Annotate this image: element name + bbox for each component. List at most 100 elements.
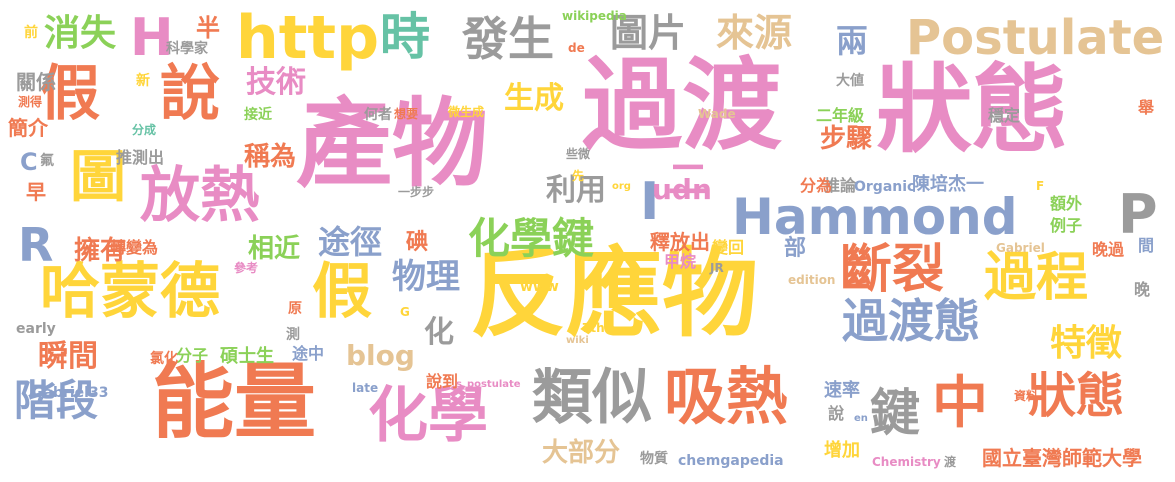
- word-71: 分子: [176, 346, 209, 365]
- word-34: R: [18, 218, 54, 272]
- word-76: 增加: [824, 440, 860, 461]
- word-48: udn: [652, 173, 712, 206]
- word-72: 氯化: [150, 351, 178, 367]
- word-119: Chemistry: [872, 455, 941, 469]
- word-42: 物理: [392, 257, 460, 297]
- word-63: 推論: [824, 176, 857, 195]
- word-0: 產物: [296, 88, 488, 200]
- word-26: 圖片: [610, 11, 687, 55]
- word-33: P: [1118, 183, 1158, 246]
- word-113: G: [400, 305, 410, 319]
- word-96: 分成: [132, 123, 157, 137]
- word-27: 來源: [716, 11, 793, 55]
- word-25: 發生: [462, 12, 554, 66]
- word-102: org: [612, 181, 631, 192]
- word-92: 大値: [836, 73, 864, 89]
- word-120: 渡: [944, 455, 957, 469]
- word-35: 技術: [246, 65, 306, 100]
- word-3: 反應物: [470, 238, 758, 350]
- word-69: 變回: [712, 238, 745, 257]
- word-79: s_postulate: [456, 379, 521, 390]
- word-68: 釋放出: [650, 230, 710, 254]
- word-100: 些微: [566, 147, 591, 161]
- word-98: 氟: [40, 153, 54, 169]
- word-66: 轉變為: [110, 238, 159, 257]
- word-65: Organic: [854, 179, 916, 195]
- word-90: 微生成: [448, 105, 485, 119]
- word-12: 假: [312, 257, 372, 327]
- word-67: 推測出: [116, 148, 165, 167]
- word-43: 瞬間: [38, 339, 98, 374]
- word-93: wikipedia: [562, 9, 627, 23]
- word-85: 前: [24, 25, 38, 41]
- word-49: blog: [346, 339, 415, 372]
- word-40: 擁有: [74, 236, 127, 266]
- word-23: 時: [380, 8, 430, 66]
- word-114: JR: [710, 261, 724, 275]
- word-5: Hammond: [732, 188, 1018, 246]
- word-84: 關係: [16, 70, 56, 94]
- word-51: 簡介: [8, 116, 48, 140]
- word-101: 先: [572, 169, 585, 183]
- word-52: 早: [26, 180, 46, 204]
- word-13: 化學: [368, 381, 488, 451]
- word-91: Wade: [698, 107, 736, 121]
- word-10: 化學鍵: [468, 214, 595, 263]
- word-97: 測得: [18, 95, 43, 109]
- word-80: Gabriel33: [32, 385, 109, 401]
- word-56: 部: [784, 236, 807, 261]
- word-81: late: [352, 381, 379, 395]
- word-112: 測: [286, 327, 300, 343]
- word-108: 間: [1138, 236, 1155, 255]
- word-2: 狀態: [876, 54, 1068, 166]
- word-11: 哈蒙德: [40, 257, 220, 327]
- word-116: 7th: [582, 321, 605, 335]
- word-29: 圖: [70, 145, 126, 210]
- word-104: 舉: [1138, 98, 1155, 117]
- word-39: 途徑: [318, 223, 383, 261]
- word-62: 碩士生: [220, 346, 274, 367]
- word-16: 過渡態: [842, 294, 980, 348]
- word-4: 能量: [152, 355, 317, 450]
- word-50: 大部分: [542, 438, 621, 468]
- word-53: C: [20, 148, 38, 176]
- word-82: early: [16, 321, 56, 337]
- word-121: 說: [828, 404, 845, 423]
- word-60: 額外: [1050, 194, 1083, 213]
- word-111: 原: [288, 301, 302, 317]
- word-64: 分為: [800, 176, 833, 195]
- word-20: 狀態: [1028, 368, 1125, 424]
- word-17: 斷裂: [840, 240, 945, 300]
- word-28: 兩: [831, 24, 869, 56]
- word-89: 想要: [394, 107, 419, 121]
- word-9: 放熱: [140, 161, 260, 231]
- word-54: 半: [196, 14, 220, 42]
- word-44: 化: [424, 315, 454, 350]
- word-78: 說到: [426, 372, 459, 391]
- word-37: I: [640, 172, 660, 232]
- word-45: 利用: [546, 173, 606, 208]
- word-83: www: [520, 279, 559, 295]
- word-1: 過渡: [582, 47, 782, 164]
- word-61: 例子: [1050, 216, 1083, 235]
- word-15: 吸熱: [664, 360, 789, 433]
- word-8: 說: [160, 59, 220, 129]
- word-103: 穩定: [988, 106, 1021, 125]
- word-118: 資料: [1014, 389, 1039, 403]
- word-14: 類似: [532, 363, 652, 433]
- word-105: F: [1036, 179, 1045, 193]
- word-110: 參考: [234, 261, 259, 275]
- word-115: edition: [788, 273, 836, 287]
- word-99: 一步步: [398, 185, 435, 199]
- word-122: en: [854, 413, 868, 424]
- word-55: 碘: [406, 230, 429, 255]
- word-46: 稱為: [244, 142, 297, 172]
- word-88: 何者: [364, 107, 392, 123]
- word-117: wiki: [566, 335, 589, 346]
- word-18: 過程: [984, 248, 1089, 308]
- word-32: 特徵: [1050, 323, 1123, 364]
- word-70: 甲烷: [664, 252, 697, 271]
- word-31: 消失: [44, 13, 117, 54]
- word-22: Postulate: [906, 10, 1165, 66]
